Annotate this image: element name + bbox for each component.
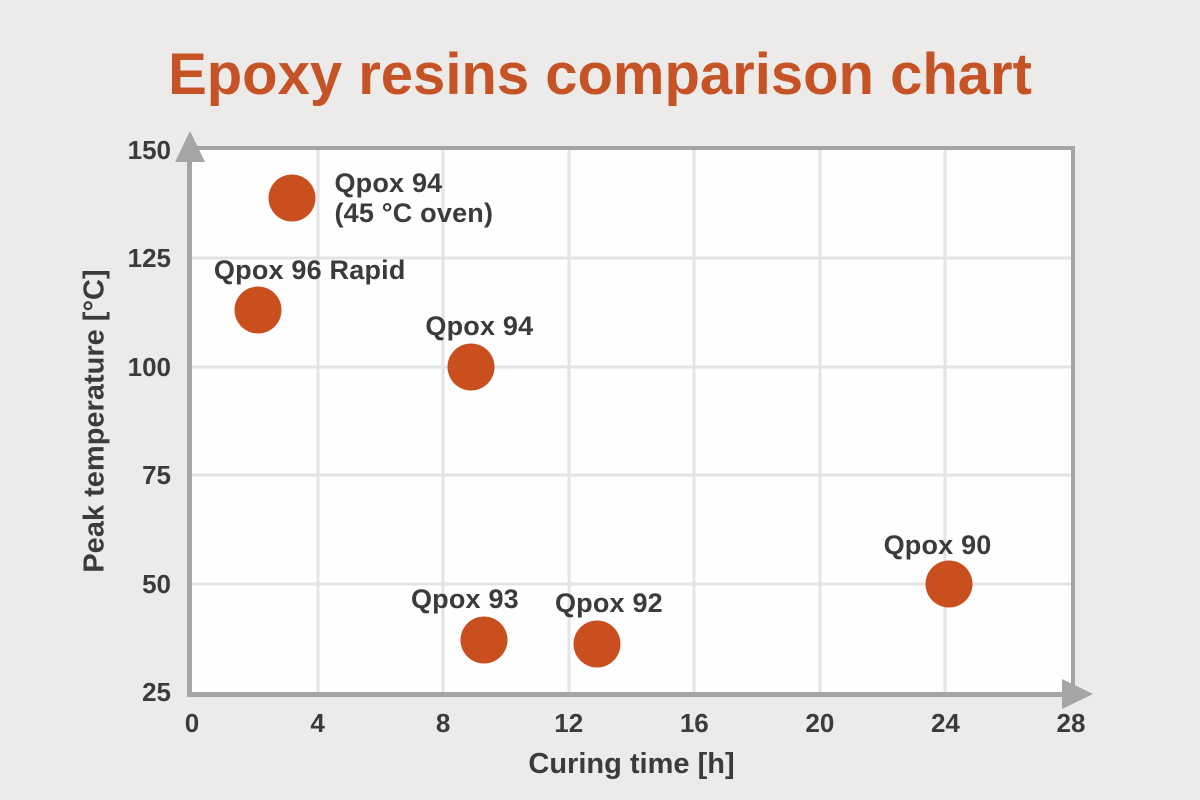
data-point-label: Qpox 90 xyxy=(883,529,992,560)
x-tick-label-4: 4 xyxy=(310,708,325,738)
data-point-dot xyxy=(925,560,973,608)
gridline-y-100 xyxy=(192,365,1071,369)
gridline-x-12 xyxy=(567,150,571,692)
x-tick-label-12: 12 xyxy=(554,708,584,738)
x-axis-title: Curing time [h] xyxy=(528,748,735,780)
chart-title: Epoxy resins comparison chart xyxy=(168,42,1032,107)
data-point-dot xyxy=(234,286,282,334)
x-tick-label-0: 0 xyxy=(184,708,200,738)
x-axis-arrow-icon xyxy=(1062,679,1093,709)
data-point-dot xyxy=(573,620,621,668)
x-tick-label-20: 20 xyxy=(805,708,835,738)
y-tick-label-75: 75 xyxy=(142,460,171,491)
y-axis-title: Peak temperature [°C] xyxy=(78,269,111,573)
x-tick-label-8: 8 xyxy=(435,708,451,738)
data-point-dot xyxy=(268,174,316,222)
x-tick-label-16: 16 xyxy=(679,708,709,738)
gridline-x-4 xyxy=(316,150,320,692)
data-point-label: Qpox 94 xyxy=(425,310,534,341)
data-point-label: Qpox 93 xyxy=(410,583,519,614)
data-point-dot xyxy=(460,616,508,664)
y-tick-label-25: 25 xyxy=(142,677,171,707)
data-point-dot xyxy=(447,343,495,391)
gridline-y-75 xyxy=(192,473,1071,477)
gridline-y-125 xyxy=(192,256,1071,260)
x-tick-label-28: 28 xyxy=(1056,708,1086,738)
gridline-x-8 xyxy=(441,150,445,692)
y-tick-label-100: 100 xyxy=(127,351,171,382)
plot-area: Curing time [h] Peak temperature [°C] 0 4… xyxy=(79,131,1093,780)
y-axis-arrow-icon xyxy=(175,131,205,162)
y-tick-label-125: 125 xyxy=(127,243,171,274)
data-point-label: Qpox 92 xyxy=(554,588,663,619)
y-tick-label-150: 150 xyxy=(127,135,171,165)
data-point-label: Qpox 96 Rapid xyxy=(213,255,406,286)
gridline-x-16 xyxy=(692,150,696,692)
y-tick-label-50: 50 xyxy=(142,568,171,599)
x-tick-label-24: 24 xyxy=(930,708,960,738)
gridline-x-24 xyxy=(943,150,947,692)
gridline-x-20 xyxy=(818,150,822,692)
gridline-y-50 xyxy=(192,582,1071,586)
data-point-label: Qpox 94 (45 °C oven) xyxy=(334,167,494,228)
